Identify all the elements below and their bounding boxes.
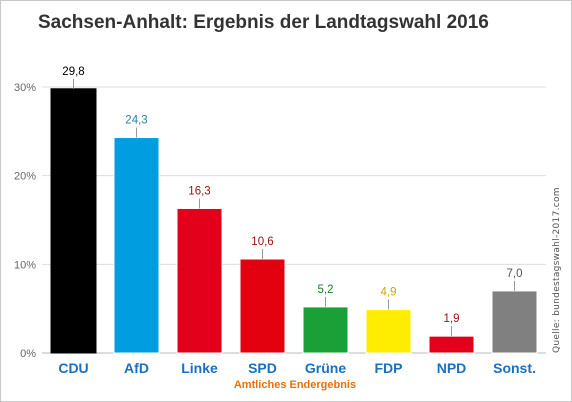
value-label-linke: 16,3 bbox=[188, 185, 210, 197]
category-label-npd: NPD bbox=[437, 360, 467, 376]
chart-title: Sachsen-Anhalt: Ergebnis der Landtagswah… bbox=[38, 12, 489, 33]
category-label-grne: Grüne bbox=[305, 360, 346, 376]
bar-grne bbox=[302, 306, 349, 354]
value-label-cdu: 29,8 bbox=[62, 66, 84, 78]
label-layer: 0% 10% 20% 30% 29,8 CDU 24,3 AfD 16,3 Linke 10,6 SP… bbox=[14, 66, 536, 376]
category-label-spd: SPD bbox=[248, 360, 277, 376]
value-label-fdp: 4,9 bbox=[381, 287, 397, 299]
bar-fdp bbox=[365, 309, 412, 354]
category-label-linke: Linke bbox=[181, 360, 218, 376]
category-label-afd: AfD bbox=[124, 360, 149, 376]
y-tick-label: 0% bbox=[20, 348, 36, 360]
bar-spd bbox=[239, 258, 286, 354]
y-tick-label: 30% bbox=[14, 82, 36, 94]
bar-afd bbox=[113, 137, 160, 354]
category-label-sonst: Sonst. bbox=[493, 360, 536, 376]
y-tick-label: 20% bbox=[14, 171, 36, 183]
source-label: Quelle: bundestagswahl-2017.com bbox=[552, 187, 562, 353]
value-label-npd: 1,9 bbox=[444, 313, 460, 325]
category-label-fdp: FDP bbox=[375, 360, 403, 376]
bar-linke bbox=[176, 207, 223, 354]
value-label-sonst: 7,0 bbox=[507, 268, 523, 280]
value-label-grne: 5,2 bbox=[318, 284, 334, 296]
bar-cdu bbox=[50, 88, 97, 354]
value-label-afd: 24,3 bbox=[125, 115, 147, 127]
value-label-spd: 10,6 bbox=[251, 236, 273, 248]
bar-sonst bbox=[491, 290, 538, 354]
bar-npd bbox=[428, 335, 475, 354]
category-label-cdu: CDU bbox=[58, 360, 88, 376]
bar-layer bbox=[50, 88, 538, 354]
y-tick-label: 10% bbox=[14, 259, 36, 271]
x-axis-label: Amtliches Endergebnis bbox=[234, 379, 356, 391]
